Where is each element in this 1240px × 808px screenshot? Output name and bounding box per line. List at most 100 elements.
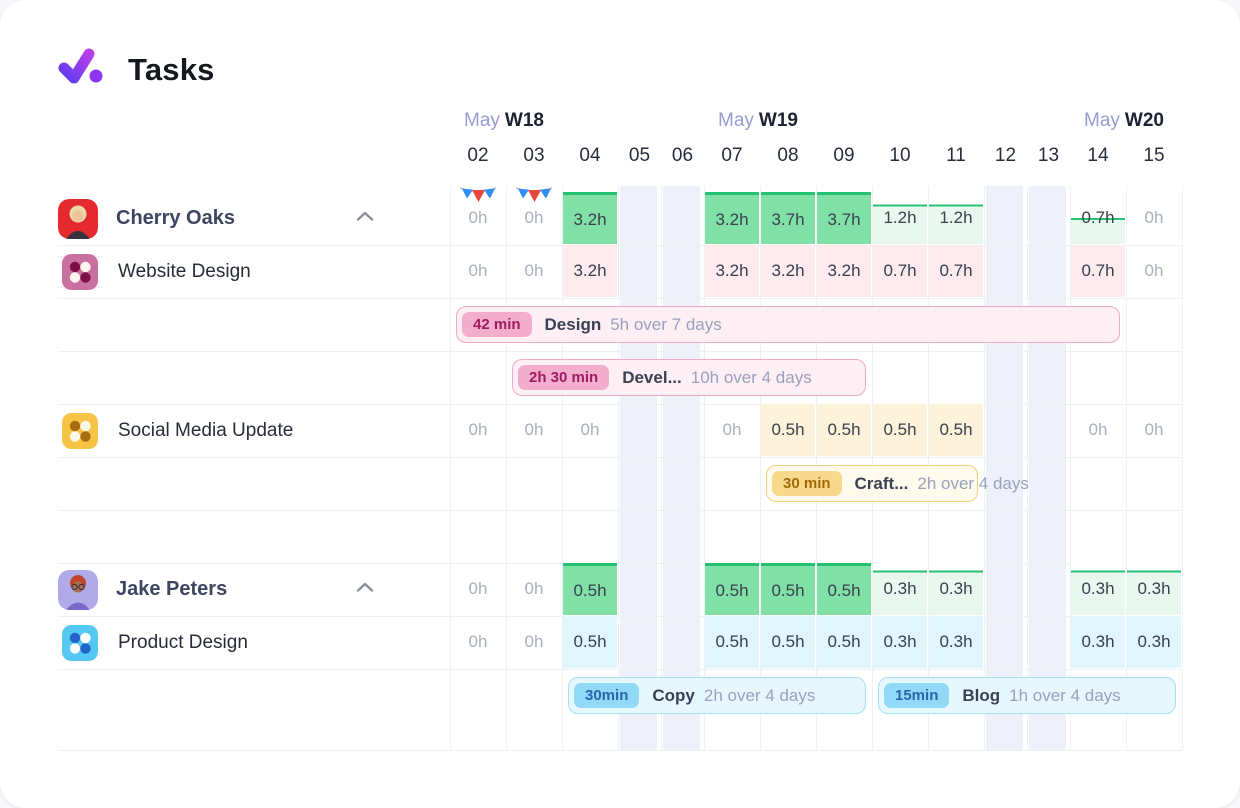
hours-value: 0h	[524, 208, 544, 227]
day-cell[interactable]: 0.3h	[1071, 563, 1125, 615]
day-cell[interactable]: 0.5h	[563, 563, 617, 615]
hours-value: 0h	[468, 579, 488, 598]
day-cell[interactable]: 0h	[507, 245, 561, 297]
grid-column-line	[704, 186, 705, 750]
day-cell[interactable]: 3.2h	[563, 245, 617, 297]
day-cell[interactable]: 0.5h	[705, 616, 759, 668]
weekend-band	[986, 186, 1023, 750]
app-logo-icon	[58, 46, 106, 93]
day-cell[interactable]: 0.7h	[1071, 245, 1125, 297]
project-row-header[interactable]: Product Design	[58, 616, 450, 669]
day-cell[interactable]: 0h	[705, 404, 759, 456]
day-cell[interactable]: 3.2h	[563, 192, 617, 244]
logged-time-badge: 42 min	[462, 312, 532, 337]
day-cell[interactable]: 0.7h	[929, 245, 983, 297]
day-cell[interactable]: 0.3h	[1127, 616, 1181, 668]
day-cell[interactable]: 0.3h	[1127, 563, 1181, 615]
task-bar[interactable]: 15min Blog 1h over 4 days	[878, 677, 1176, 714]
hours-value: 0h	[468, 420, 488, 439]
hours-value: 0h	[468, 208, 488, 227]
task-bar[interactable]: 30min Copy 2h over 4 days	[568, 677, 866, 714]
logged-time-badge: 30 min	[772, 471, 842, 496]
day-cell[interactable]: 0.5h	[929, 404, 983, 456]
week-label: May W19	[718, 110, 798, 132]
person-row-header[interactable]: Cherry Oaks	[58, 192, 450, 245]
day-cell[interactable]: 0h	[507, 563, 561, 615]
day-cell[interactable]: 0.5h	[563, 616, 617, 668]
date-label: 05	[628, 145, 651, 166]
date-label: 08	[777, 145, 799, 166]
row-separator	[58, 457, 1182, 458]
day-cell[interactable]: 0.5h	[761, 563, 815, 615]
day-cell[interactable]: 0h	[507, 404, 561, 456]
day-cell[interactable]: 0.5h	[817, 404, 871, 456]
hours-value: 0h	[524, 420, 544, 439]
hours-value: 3.2h	[573, 209, 607, 229]
hours-value: 0.5h	[827, 580, 861, 600]
day-cell[interactable]: 0.3h	[929, 616, 983, 668]
hours-value: 0h	[524, 579, 544, 598]
weekend-band	[1029, 186, 1066, 750]
day-cell[interactable]: 0h	[563, 404, 617, 456]
day-cell[interactable]: 0h	[451, 187, 505, 244]
weekend-band	[663, 186, 700, 750]
grid-column-line	[562, 186, 563, 750]
task-duration: 2h over 4 days	[917, 473, 1029, 493]
grid-column-line	[1070, 186, 1071, 750]
day-cell[interactable]: 0.7h	[873, 245, 927, 297]
day-cell[interactable]: 0h	[451, 563, 505, 615]
day-cell[interactable]: 0.5h	[817, 616, 871, 668]
grid-column-line	[450, 186, 451, 750]
hours-value: 3.2h	[715, 209, 749, 229]
date-label: 11	[946, 145, 966, 166]
day-cell[interactable]: 0.5h	[761, 404, 815, 456]
day-cell[interactable]: 1.2h	[873, 192, 927, 244]
day-cell[interactable]: 0.3h	[1071, 616, 1125, 668]
task-bar[interactable]: 2h 30 min Devel... 10h over 4 days	[512, 359, 866, 396]
task-bar[interactable]: 42 min Design 5h over 7 days	[456, 306, 1120, 343]
project-row-header[interactable]: Social Media Update	[58, 404, 450, 457]
collapse-chevron-icon[interactable]	[356, 209, 374, 227]
day-cell[interactable]: 0.3h	[873, 563, 927, 615]
hours-value: 0.5h	[771, 420, 805, 439]
day-cell[interactable]: 0h	[507, 616, 561, 668]
day-cell[interactable]: 0h	[451, 404, 505, 456]
hours-value: 0h	[1144, 420, 1164, 439]
day-cell[interactable]: 0.7h	[1071, 192, 1125, 244]
day-cell[interactable]: 3.2h	[761, 245, 815, 297]
task-label: Craft...	[854, 473, 909, 493]
hours-value: 0.3h	[939, 579, 973, 598]
day-cell[interactable]: 0h	[451, 616, 505, 668]
date-label: 09	[833, 145, 855, 166]
day-cell[interactable]: 0h	[1127, 245, 1181, 297]
row-separator	[58, 616, 1182, 617]
day-cell[interactable]: 0.5h	[705, 563, 759, 615]
day-cell[interactable]: 0.3h	[873, 616, 927, 668]
day-cell[interactable]: 3.7h	[817, 192, 871, 244]
hours-value: 3.2h	[573, 261, 607, 280]
day-cell[interactable]: 0h	[1127, 404, 1181, 456]
day-cell[interactable]: 0h	[1127, 192, 1181, 244]
day-cell[interactable]: 0.3h	[929, 563, 983, 615]
day-cell[interactable]: 0.5h	[873, 404, 927, 456]
date-label: 06	[671, 145, 694, 166]
day-cell[interactable]: 1.2h	[929, 192, 983, 244]
person-row-header[interactable]: Jake Peters	[58, 563, 450, 616]
project-row-header[interactable]: Website Design	[58, 245, 450, 298]
date-label: 12	[994, 145, 1017, 166]
day-cell[interactable]: 3.2h	[705, 245, 759, 297]
day-cell[interactable]: 3.7h	[761, 192, 815, 244]
day-cell[interactable]: 0.5h	[817, 563, 871, 615]
hours-value: 0.3h	[939, 632, 973, 651]
day-cell[interactable]: 0.5h	[761, 616, 815, 668]
collapse-chevron-icon[interactable]	[356, 580, 374, 598]
day-cell[interactable]: 0h	[451, 245, 505, 297]
day-cell[interactable]: 0h	[1071, 404, 1125, 456]
day-cell[interactable]: 3.2h	[705, 192, 759, 244]
task-bar[interactable]: 30 min Craft... 2h over 4 days	[766, 465, 1029, 502]
row-separator	[58, 298, 1182, 299]
hours-value: 0.5h	[883, 420, 917, 439]
logged-time-badge: 2h 30 min	[518, 365, 610, 390]
day-cell[interactable]: 0h	[507, 187, 561, 244]
day-cell[interactable]: 3.2h	[817, 245, 871, 297]
